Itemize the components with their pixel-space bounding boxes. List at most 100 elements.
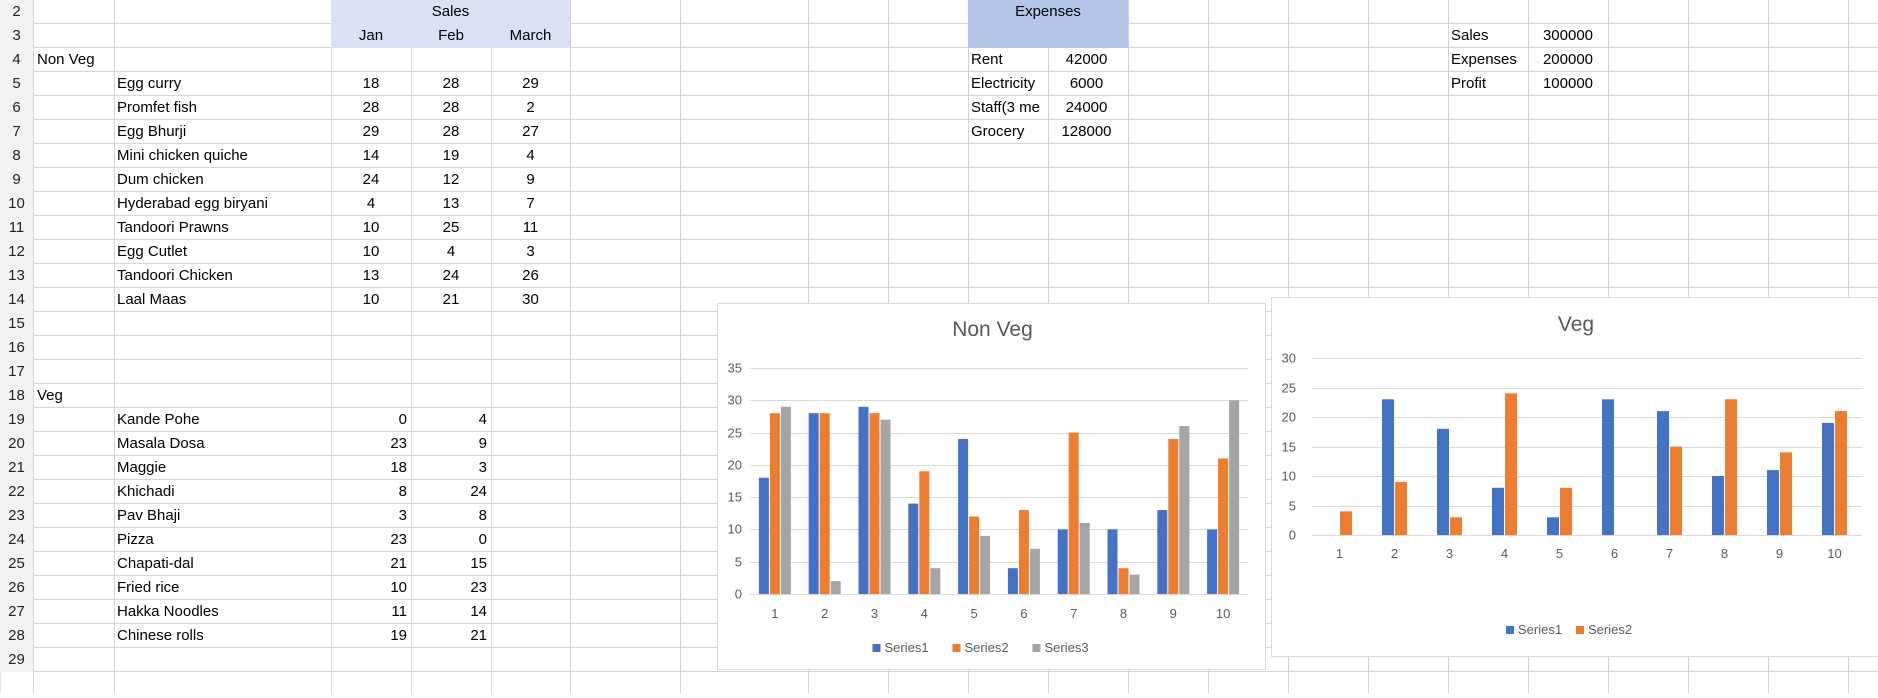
veg-jan-value[interactable]: 3 (398, 507, 407, 524)
month-header-march[interactable]: March (509, 27, 552, 44)
expense-item-value[interactable]: 6000 (1069, 75, 1104, 92)
veg-feb-value[interactable]: 3 (478, 459, 487, 476)
row-number[interactable]: 2 (0, 0, 33, 24)
nonveg-feb-value[interactable]: 28 (442, 75, 460, 92)
nonveg-jan-value[interactable]: 24 (362, 171, 380, 188)
nonveg-item-name[interactable]: Tandoori Prawns (117, 219, 229, 236)
summary-item-name[interactable]: Sales (1451, 27, 1489, 44)
nonveg-jan-value[interactable]: 18 (362, 75, 380, 92)
nonveg-chart[interactable]: Non Veg 0 5 10 15 20 25 30 35 1 2 3 4 5 6 7 8 9 10 Series1 S… (717, 303, 1266, 670)
nonveg-jan-value[interactable]: 14 (362, 147, 380, 164)
expense-item-value[interactable]: 24000 (1065, 99, 1108, 116)
veg-item-name[interactable]: Khichadi (117, 483, 175, 500)
expense-item-name[interactable]: Rent (971, 51, 1003, 68)
veg-jan-value[interactable]: 10 (390, 579, 407, 596)
veg-jan-value[interactable]: 23 (390, 531, 407, 548)
summary-item-value[interactable]: 300000 (1542, 27, 1594, 44)
row-number[interactable]: 10 (0, 192, 33, 216)
nonveg-item-name[interactable]: Egg Cutlet (117, 243, 188, 260)
row-number[interactable]: 3 (0, 24, 33, 48)
nonveg-jan-value[interactable]: 10 (362, 243, 380, 260)
expense-item-name[interactable]: Grocery (971, 123, 1025, 140)
row-number[interactable]: 26 (0, 576, 33, 600)
nonveg-jan-value[interactable]: 10 (362, 219, 380, 236)
row-number[interactable]: 23 (0, 504, 33, 528)
nonveg-feb-value[interactable]: 21 (442, 291, 460, 308)
row-number[interactable]: 19 (0, 408, 33, 432)
veg-chart[interactable]: Veg 0 5 10 15 20 25 30 1 2 3 4 5 6 7 8 9 10 Series1 Series2 (1271, 297, 1878, 657)
summary-item-name[interactable]: Profit (1451, 75, 1487, 92)
row-number[interactable]: 5 (0, 72, 33, 96)
veg-item-name[interactable]: Pizza (117, 531, 154, 548)
nonveg-jan-value[interactable]: 13 (362, 267, 380, 284)
row-number[interactable]: 21 (0, 456, 33, 480)
row-number[interactable]: 13 (0, 264, 33, 288)
expense-item-value[interactable]: 42000 (1065, 51, 1108, 68)
nonveg-feb-value[interactable]: 24 (442, 267, 460, 284)
veg-item-name[interactable]: Chapati-dal (117, 555, 194, 572)
row-number[interactable]: 27 (0, 600, 33, 624)
nonveg-feb-value[interactable]: 4 (446, 243, 456, 260)
nonveg-feb-value[interactable]: 28 (442, 99, 460, 116)
nonveg-item-name[interactable]: Tandoori Chicken (117, 267, 233, 284)
nonveg-item-name[interactable]: Hyderabad egg biryani (117, 195, 268, 212)
veg-item-name[interactable]: Chinese rolls (117, 627, 204, 644)
nonveg-march-value[interactable]: 4 (526, 147, 535, 164)
row-number[interactable]: 25 (0, 552, 33, 576)
veg-jan-value[interactable]: 21 (390, 555, 407, 572)
nonveg-jan-value[interactable]: 29 (362, 123, 380, 140)
nonveg-item-name[interactable]: Dum chicken (117, 171, 204, 188)
veg-jan-value[interactable]: 19 (390, 627, 407, 644)
nonveg-march-value[interactable]: 27 (522, 123, 539, 140)
row-number[interactable]: 29 (0, 648, 33, 672)
veg-item-name[interactable]: Maggie (117, 459, 167, 476)
veg-feb-value[interactable]: 23 (470, 579, 487, 596)
veg-feb-value[interactable]: 0 (478, 531, 487, 548)
veg-feb-value[interactable]: 15 (470, 555, 487, 572)
row-number[interactable]: 9 (0, 168, 33, 192)
row-number[interactable]: 18 (0, 384, 33, 408)
row-number[interactable]: 15 (0, 312, 33, 336)
nonveg-item-name[interactable]: Laal Maas (117, 291, 187, 308)
month-header-jan[interactable]: Jan (358, 27, 384, 44)
summary-item-name[interactable]: Expenses (1451, 51, 1517, 68)
nonveg-item-name[interactable]: Mini chicken quiche (117, 147, 248, 164)
nonveg-feb-value[interactable]: 28 (442, 123, 460, 140)
nonveg-march-value[interactable]: 11 (522, 219, 539, 236)
row-number[interactable]: 22 (0, 480, 33, 504)
expense-item-value[interactable]: 128000 (1061, 123, 1112, 140)
nonveg-jan-value[interactable]: 4 (366, 195, 376, 212)
row-number[interactable]: 8 (0, 144, 33, 168)
nonveg-march-value[interactable]: 26 (522, 267, 539, 284)
nonveg-march-value[interactable]: 3 (526, 243, 535, 260)
nonveg-feb-value[interactable]: 19 (442, 147, 460, 164)
nonveg-feb-value[interactable]: 13 (442, 195, 460, 212)
row-number[interactable]: 16 (0, 336, 33, 360)
veg-item-name[interactable]: Masala Dosa (117, 435, 205, 452)
nonveg-march-value[interactable]: 29 (522, 75, 539, 92)
row-number[interactable]: 7 (0, 120, 33, 144)
summary-item-value[interactable]: 100000 (1542, 75, 1594, 92)
row-number[interactable]: 12 (0, 240, 33, 264)
row-number[interactable]: 6 (0, 96, 33, 120)
nonveg-march-value[interactable]: 30 (522, 291, 539, 308)
expense-item-name[interactable]: Staff(3 me (971, 99, 1040, 116)
row-number[interactable]: 20 (0, 432, 33, 456)
veg-jan-value[interactable]: 18 (390, 459, 407, 476)
veg-jan-value[interactable]: 11 (391, 603, 407, 620)
veg-jan-value[interactable]: 0 (398, 411, 407, 428)
row-number[interactable]: 24 (0, 528, 33, 552)
row-number[interactable]: 17 (0, 360, 33, 384)
veg-feb-value[interactable]: 4 (478, 411, 487, 428)
row-number[interactable]: 4 (0, 48, 33, 72)
veg-item-name[interactable]: Pav Bhaji (117, 507, 181, 524)
expense-item-name[interactable]: Electricity (971, 75, 1036, 92)
month-header-feb[interactable]: Feb (438, 27, 464, 44)
veg-feb-value[interactable]: 24 (470, 483, 487, 500)
veg-item-name[interactable]: Fried rice (117, 579, 180, 596)
veg-jan-value[interactable]: 23 (390, 435, 407, 452)
row-number[interactable]: 14 (0, 288, 33, 312)
nonveg-item-name[interactable]: Egg curry (117, 75, 182, 92)
row-number[interactable]: 11 (0, 216, 33, 240)
veg-feb-value[interactable]: 21 (470, 627, 487, 644)
